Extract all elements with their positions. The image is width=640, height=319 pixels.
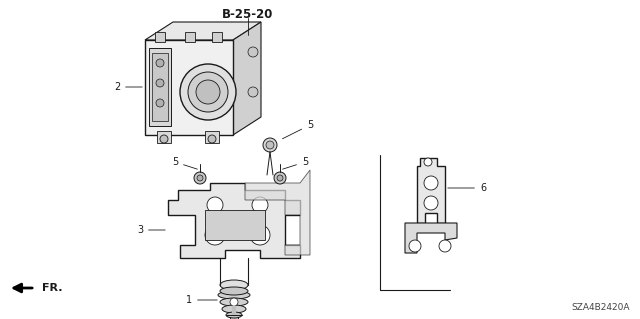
Circle shape [194, 172, 206, 184]
Circle shape [248, 47, 258, 57]
Circle shape [274, 172, 286, 184]
Polygon shape [168, 183, 300, 258]
Text: 2: 2 [114, 82, 142, 92]
Text: 5: 5 [172, 157, 197, 169]
Text: 3: 3 [137, 225, 165, 235]
Circle shape [263, 138, 277, 152]
Circle shape [277, 175, 283, 181]
Circle shape [424, 158, 432, 166]
Circle shape [424, 176, 438, 190]
Bar [157, 131, 171, 143]
Bar [205, 210, 265, 240]
Ellipse shape [220, 287, 248, 295]
Polygon shape [145, 22, 261, 40]
Bar [155, 32, 165, 42]
Bar [149, 48, 171, 126]
Circle shape [205, 225, 225, 245]
Circle shape [207, 197, 223, 213]
Polygon shape [245, 170, 310, 255]
Circle shape [197, 175, 203, 181]
Circle shape [208, 135, 216, 143]
Text: 5: 5 [283, 157, 308, 169]
Circle shape [180, 64, 236, 120]
Polygon shape [145, 40, 233, 135]
Text: 1: 1 [186, 295, 217, 305]
Polygon shape [417, 158, 445, 223]
Text: 4: 4 [0, 318, 1, 319]
Polygon shape [405, 223, 457, 253]
Text: FR.: FR. [42, 283, 62, 293]
Ellipse shape [222, 305, 246, 313]
Circle shape [188, 72, 228, 112]
Bar [212, 32, 222, 42]
Polygon shape [233, 22, 261, 135]
Circle shape [252, 197, 268, 213]
Circle shape [230, 298, 238, 306]
Bar [205, 131, 219, 143]
Text: 5: 5 [282, 120, 313, 139]
Text: 6: 6 [448, 183, 486, 193]
Bar [185, 32, 195, 42]
Circle shape [409, 240, 421, 252]
Text: SZA4B2420A: SZA4B2420A [572, 303, 630, 312]
Circle shape [248, 87, 258, 97]
Circle shape [156, 79, 164, 87]
Circle shape [196, 80, 220, 104]
Ellipse shape [226, 312, 242, 318]
Circle shape [156, 99, 164, 107]
Circle shape [424, 196, 438, 210]
Circle shape [439, 240, 451, 252]
Circle shape [266, 141, 274, 149]
Ellipse shape [218, 291, 250, 299]
Circle shape [250, 225, 270, 245]
Ellipse shape [220, 280, 248, 290]
Bar [152, 53, 168, 121]
Bar [230, 313, 238, 319]
Circle shape [160, 135, 168, 143]
Circle shape [156, 59, 164, 67]
Text: B-25-20: B-25-20 [222, 8, 274, 20]
Ellipse shape [220, 298, 248, 306]
